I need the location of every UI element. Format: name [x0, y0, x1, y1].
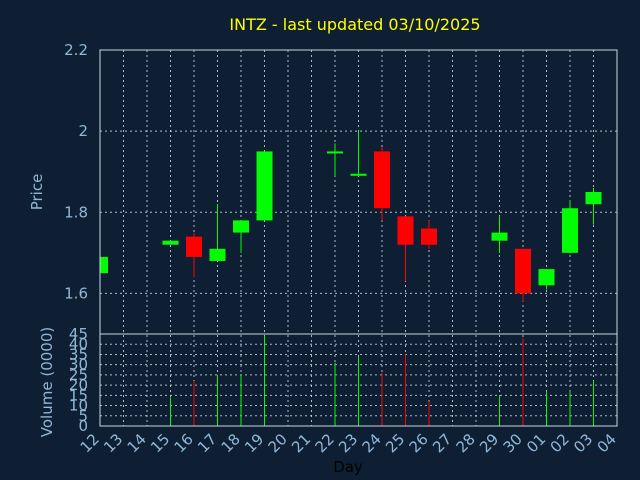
candle-body	[233, 220, 249, 233]
x-tick-label: 19	[241, 430, 267, 456]
x-tick-label: 16	[171, 430, 197, 456]
x-tick-label: 14	[124, 430, 150, 456]
volume-tick-label: 25	[69, 366, 88, 384]
x-tick-label: 18	[218, 430, 244, 456]
volume-tick-label: 45	[69, 325, 88, 343]
x-tick-label: 22	[312, 430, 338, 456]
chart-title: INTZ - last updated 03/10/2025	[229, 15, 480, 34]
volume-tick-label: 40	[69, 335, 88, 353]
candle-body	[515, 248, 531, 294]
volume-plot-frame	[99, 333, 618, 427]
x-tick-label: 28	[453, 430, 479, 456]
price-tick-label: 2.2	[64, 41, 88, 59]
volume-tick-label: 5	[78, 407, 88, 425]
price-tick-label: 1.6	[64, 284, 88, 302]
candle-body	[421, 228, 437, 245]
candle-body	[209, 248, 226, 261]
x-tick-label: 27	[429, 430, 455, 456]
candle-body	[162, 240, 179, 245]
price-tick-label: 2	[78, 122, 88, 140]
x-tick-label: 26	[406, 430, 432, 456]
volume-tick-label: 35	[69, 345, 88, 363]
candle-body	[186, 236, 202, 257]
candle-body	[538, 269, 555, 286]
price-tick-label: 1.8	[64, 203, 88, 221]
x-tick-label: 17	[194, 430, 220, 456]
x-tick-label: 25	[382, 430, 408, 456]
volume-axis-label: Volume (0000)	[38, 327, 56, 437]
x-tick-label: 04	[594, 430, 620, 456]
price-axis-label: Price	[28, 174, 46, 211]
candle-body	[100, 256, 108, 274]
candle-body	[256, 151, 273, 221]
volume-tick-label: 0	[78, 417, 88, 435]
candle-body	[562, 208, 578, 253]
candle-body	[350, 173, 367, 176]
candle-body	[397, 216, 414, 245]
x-axis-label: Day	[333, 458, 363, 476]
x-tick-label: 21	[288, 430, 314, 456]
x-tick-label: 23	[335, 430, 361, 456]
volume-tick-label: 15	[69, 386, 88, 404]
x-tick-label: 20	[265, 430, 291, 456]
x-tick-label: 13	[100, 430, 126, 456]
volume-tick-label: 10	[69, 397, 88, 415]
x-tick-label: 29	[476, 430, 502, 456]
candle-body	[491, 232, 508, 241]
x-tick-label: 24	[359, 430, 385, 456]
volume-tick-label: 20	[69, 376, 88, 394]
x-tick-label: 03	[570, 430, 596, 456]
x-tick-label: 30	[500, 430, 526, 456]
x-tick-label: 15	[147, 430, 173, 456]
volume-tick-label: 30	[69, 356, 88, 374]
candle-body	[585, 192, 602, 205]
x-tick-label: 01	[523, 430, 549, 456]
x-tick-label: 02	[547, 430, 573, 456]
candle-body	[374, 151, 390, 209]
candle-body	[327, 151, 343, 154]
